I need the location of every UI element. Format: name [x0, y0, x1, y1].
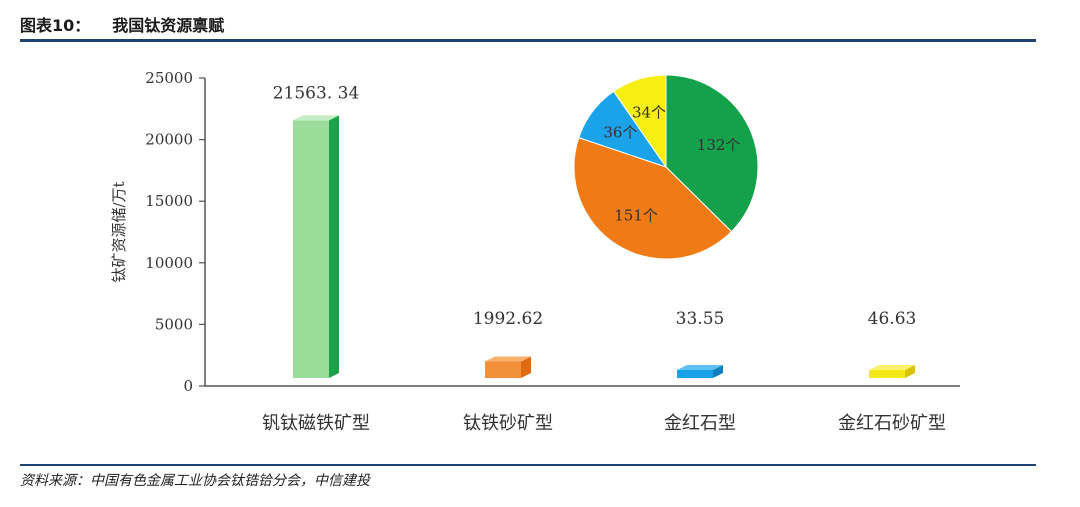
figure-heading: 我国钛资源禀赋 — [112, 16, 225, 35]
bar-top-face — [293, 115, 339, 121]
bar-side-face — [905, 365, 915, 378]
bar-3 — [677, 365, 723, 378]
x-category-label: 钛铁砂矿型 — [463, 413, 553, 434]
y-tick-label: 10000 — [145, 254, 193, 272]
bar-chart: 0 5000 10000 15000 20000 25000 钛矿资源储/万t 21563. … — [110, 69, 960, 434]
y-tick-label: 5000 — [155, 315, 193, 333]
bar-4 — [869, 365, 915, 378]
y-tick-label: 15000 — [145, 192, 193, 210]
y-tick-label: 20000 — [145, 131, 193, 149]
x-category-label: 金红石砂矿型 — [838, 413, 946, 434]
y-tick-label: 0 — [183, 377, 193, 395]
x-category-label: 钒钛磁铁矿型 — [262, 413, 370, 434]
bar-side-face — [521, 356, 531, 378]
x-category-label: 金红石型 — [664, 413, 736, 434]
bar-side-face — [713, 365, 723, 378]
bar-front-face — [485, 361, 521, 378]
figure-number: 图表10： — [20, 16, 91, 35]
bar-value-label: 33.55 — [676, 309, 725, 329]
bar-front-face — [677, 370, 713, 378]
bar-front-face — [293, 120, 329, 378]
bottom-rule — [20, 464, 1036, 466]
top-rule — [20, 39, 1036, 42]
bar-top-face — [485, 356, 531, 362]
source-note: 资料来源：中国有色金属工业协会钛锆铪分会，中信建投 — [20, 473, 370, 489]
bar-value-label: 21563. 34 — [273, 83, 360, 103]
bar-value-label: 46.63 — [868, 309, 917, 329]
pie-slice-label: 151个 — [614, 207, 658, 225]
pie-slice-label: 34个 — [632, 104, 666, 122]
bar-top-face — [677, 365, 723, 370]
pie-slice-label: 36个 — [603, 124, 637, 142]
bar-value-label: 1992.62 — [473, 309, 543, 329]
bar-1 — [293, 115, 339, 378]
bar-front-face — [869, 370, 905, 378]
pie-slice-2 — [573, 137, 733, 260]
pie-slice-4 — [612, 74, 667, 169]
figure-title: 图表10： 我国钛资源禀赋 — [20, 12, 224, 36]
bar-2 — [485, 356, 531, 378]
pie-chart: 132个 151个 36个 34个 — [573, 74, 759, 260]
bar-side-face — [329, 115, 339, 378]
pie-slice-label: 132个 — [697, 136, 741, 154]
y-tick-label: 25000 — [145, 69, 193, 87]
y-axis-title: 钛矿资源储/万t — [110, 181, 128, 282]
pie-slice-1 — [665, 74, 759, 233]
bar-top-face — [869, 365, 915, 370]
